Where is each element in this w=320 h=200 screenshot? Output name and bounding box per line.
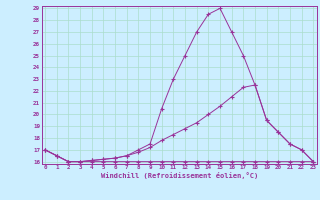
X-axis label: Windchill (Refroidissement éolien,°C): Windchill (Refroidissement éolien,°C) <box>100 172 258 179</box>
